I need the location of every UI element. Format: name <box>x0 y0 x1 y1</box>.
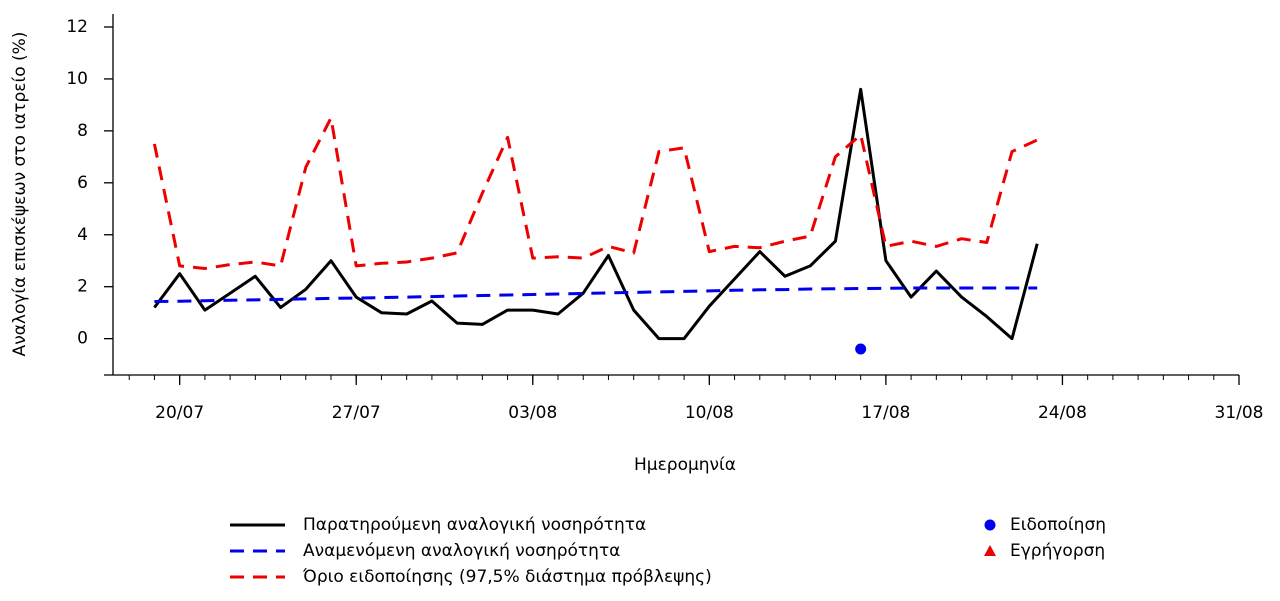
x-tick-label: 10/08 <box>685 403 734 423</box>
marker <box>855 343 867 355</box>
y-tick-label: 10 <box>66 69 88 89</box>
x-tick-label: 27/07 <box>332 403 381 423</box>
y-tick-label: 12 <box>66 17 88 37</box>
x-tick-label: 31/08 <box>1215 403 1264 423</box>
legend-label: Όριο ειδοποίησης (97,5% διάστημα πρόβλεψ… <box>302 567 712 587</box>
x-tick-label: 03/08 <box>508 403 557 423</box>
x-axis-label: Ημερομηνία <box>634 455 736 475</box>
y-tick-label: 4 <box>77 225 88 245</box>
legend-swatch <box>984 545 996 556</box>
legend-label: Εγρήγορση <box>1010 541 1105 561</box>
y-axis-label: Αναλογία επισκέψεων στο ιατρείο (%) <box>10 32 30 357</box>
legend-label: Ειδοποίηση <box>1010 515 1106 535</box>
y-tick-label: 6 <box>77 173 88 193</box>
series-line <box>153 87 1039 341</box>
series-line <box>154 286 1038 303</box>
x-tick-label: 20/07 <box>155 403 204 423</box>
y-tick-label: 2 <box>77 277 88 297</box>
y-tick-label: 8 <box>77 121 88 141</box>
x-tick-label: 17/08 <box>861 403 910 423</box>
x-tick-label: 24/08 <box>1038 403 1087 423</box>
y-tick-label: 0 <box>77 329 88 349</box>
legend-label: Παρατηρούμενη αναλογική νοσηρότητα <box>303 515 646 535</box>
legend-swatch <box>984 519 996 531</box>
legend-label: Αναμενόμενη αναλογική νοσηρότητα <box>303 541 620 561</box>
series-line <box>152 116 1038 270</box>
